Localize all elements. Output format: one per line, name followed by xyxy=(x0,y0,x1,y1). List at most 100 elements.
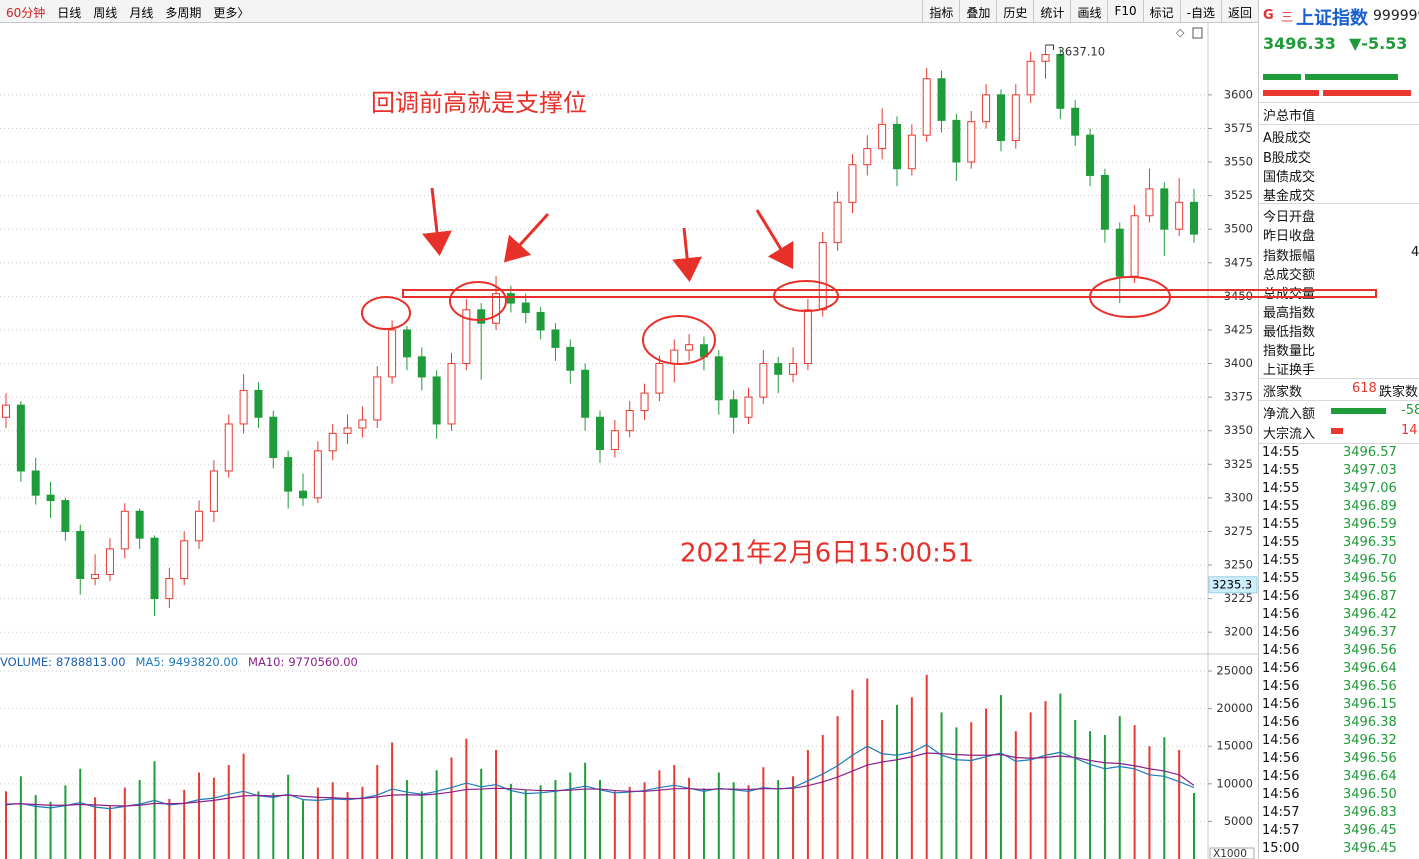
flow-bar xyxy=(1331,408,1386,414)
volume-bar xyxy=(985,708,988,859)
tick-time: 14:55 xyxy=(1262,499,1300,514)
candle-body xyxy=(1145,188,1154,217)
legend-value: 9770560.00 xyxy=(288,655,358,669)
candle-body xyxy=(893,123,901,170)
candle-body xyxy=(1130,215,1139,277)
tick-price: 3496.38 xyxy=(1343,715,1397,730)
candle-body xyxy=(699,344,708,358)
tick-price: 3496.87 xyxy=(1343,589,1397,604)
candle-body xyxy=(432,376,441,425)
volume-bar xyxy=(79,768,82,859)
tick-time: 15:00 xyxy=(1262,841,1300,856)
tool-button[interactable]: 指标 xyxy=(922,0,959,22)
volume-bar xyxy=(495,749,498,859)
y-tick-label: 3200 xyxy=(1224,625,1253,639)
volume-bar xyxy=(465,738,468,859)
candle-body xyxy=(373,376,382,421)
volume-bar xyxy=(777,780,780,859)
candle-body xyxy=(610,430,619,450)
field-label: 沪总市值 xyxy=(1263,109,1316,124)
period-tab[interactable]: 日线 xyxy=(57,6,82,20)
tool-button[interactable]: 历史 xyxy=(996,0,1033,22)
tick-time: 14:55 xyxy=(1262,571,1300,586)
tool-button[interactable]: 标记 xyxy=(1142,0,1180,22)
field-label: 国债成交 xyxy=(1263,170,1316,185)
candle-body xyxy=(46,494,55,502)
period-tab[interactable]: 更多〉 xyxy=(213,6,250,20)
tick-price: 3496.56 xyxy=(1343,643,1397,658)
period-tab[interactable]: 多周期 xyxy=(165,6,202,20)
field-value: 4 xyxy=(1411,245,1419,260)
candle-body xyxy=(1160,188,1169,230)
tick-time: 14:57 xyxy=(1262,805,1300,820)
candle-body xyxy=(447,363,456,425)
tick-time: 14:56 xyxy=(1262,661,1300,676)
candle-body xyxy=(937,78,946,121)
tick-price: 3496.35 xyxy=(1343,535,1397,550)
tick-price: 3496.70 xyxy=(1343,553,1397,568)
tool-button[interactable]: 画线 xyxy=(1070,0,1107,22)
volume-bar xyxy=(747,785,750,859)
period-tab[interactable]: 60分钟 xyxy=(6,6,46,20)
tick-price: 3496.59 xyxy=(1343,517,1397,532)
tool-button[interactable]: F10 xyxy=(1107,0,1142,22)
volume-bar xyxy=(762,767,765,859)
flow-value: 14 xyxy=(1401,423,1418,438)
tick-price: 3496.45 xyxy=(1343,841,1397,856)
tick-price: 3496.56 xyxy=(1343,679,1397,694)
field-label: 今日开盘 xyxy=(1263,210,1316,225)
field-label: 最低指数 xyxy=(1263,325,1316,340)
tool-button[interactable]: -自选 xyxy=(1179,0,1221,22)
y-tick-label: 3325 xyxy=(1224,457,1253,471)
candle-body xyxy=(76,530,85,579)
flow-label: 净流入额 xyxy=(1263,407,1316,422)
tick-time: 14:56 xyxy=(1262,751,1300,766)
candle-body xyxy=(982,94,991,123)
volume-bar xyxy=(717,772,720,859)
legend-name: MA5: xyxy=(136,655,165,669)
separator xyxy=(1259,378,1419,379)
candle-body xyxy=(536,311,545,331)
volume-bar xyxy=(5,791,7,859)
period-tab[interactable]: 月线 xyxy=(129,6,154,20)
tool-button[interactable]: 叠加 xyxy=(959,0,996,22)
candle-body xyxy=(1175,201,1184,230)
icon: G xyxy=(1263,8,1274,23)
period-tab[interactable]: 周线 xyxy=(93,6,118,20)
legend-name: MA10: xyxy=(248,655,284,669)
candle-body xyxy=(1071,107,1080,136)
volume-bar xyxy=(450,757,453,859)
volume-bar xyxy=(1074,719,1077,859)
volume-bar xyxy=(524,789,527,859)
y-tick-label: 3300 xyxy=(1224,490,1253,504)
separator xyxy=(1259,102,1419,103)
candle-body xyxy=(2,404,10,418)
candle-body xyxy=(625,410,634,432)
ratio-bar xyxy=(1323,90,1411,96)
volume-bar xyxy=(212,777,215,859)
candle-body xyxy=(1086,134,1095,176)
tick-price: 3496.42 xyxy=(1343,607,1397,622)
tick-price: 3496.64 xyxy=(1343,769,1397,784)
volume-bar xyxy=(821,734,824,859)
tick-time: 14:56 xyxy=(1262,625,1300,640)
tool-button[interactable]: 返回 xyxy=(1220,0,1258,22)
volume-bar xyxy=(346,792,349,859)
y-tick-label: 15000 xyxy=(1216,739,1253,753)
volume-bar xyxy=(198,772,201,859)
tick-time: 14:55 xyxy=(1262,553,1300,568)
candle-body xyxy=(1115,228,1124,277)
field-label: 指数振幅 xyxy=(1263,249,1316,264)
candle-body xyxy=(878,123,887,150)
volume-legend: VOLUME: 8788813.00 MA5: 9493820.00 MA10: 9770… xyxy=(0,655,358,669)
tick-price: 3496.50 xyxy=(1343,787,1397,802)
volume-bar xyxy=(732,782,735,859)
max-marker xyxy=(1045,44,1054,51)
volume-bar xyxy=(658,770,661,859)
volume-bar xyxy=(391,742,394,859)
tool-button[interactable]: 统计 xyxy=(1033,0,1070,22)
candle-body xyxy=(818,242,827,311)
candle-body xyxy=(269,416,278,459)
candle-body xyxy=(343,427,352,434)
